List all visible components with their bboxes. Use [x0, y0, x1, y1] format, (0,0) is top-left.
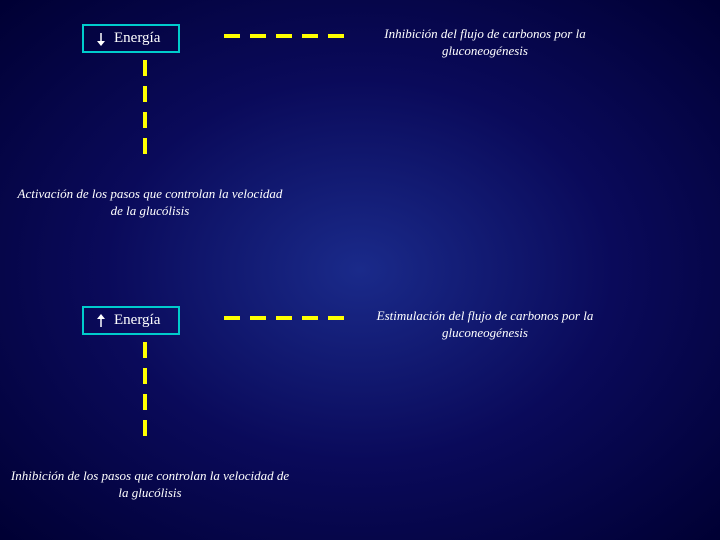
energy-label-top: Energía [114, 30, 160, 47]
arrow-up-icon [96, 314, 106, 328]
energy-box-top: Energía [82, 24, 180, 53]
arrow-down-icon [96, 32, 106, 46]
vertical-dashes-top [143, 60, 147, 154]
vertical-dashes-bottom [143, 342, 147, 436]
stimulation-gluconeogenesis-text: Estimulación del flujo de carbonos por l… [345, 308, 625, 342]
horizontal-dashes-bottom [224, 316, 344, 320]
inhibition-glycolysis-text: Inhibición de los pasos que controlan la… [10, 468, 290, 502]
energy-label-bottom: Energía [114, 312, 160, 329]
horizontal-dashes-top [224, 34, 344, 38]
activation-glycolysis-text: Activación de los pasos que controlan la… [10, 186, 290, 220]
energy-box-bottom: Energía [82, 306, 180, 335]
inhibition-gluconeogenesis-text: Inhibición del flujo de carbonos por la … [345, 26, 625, 60]
